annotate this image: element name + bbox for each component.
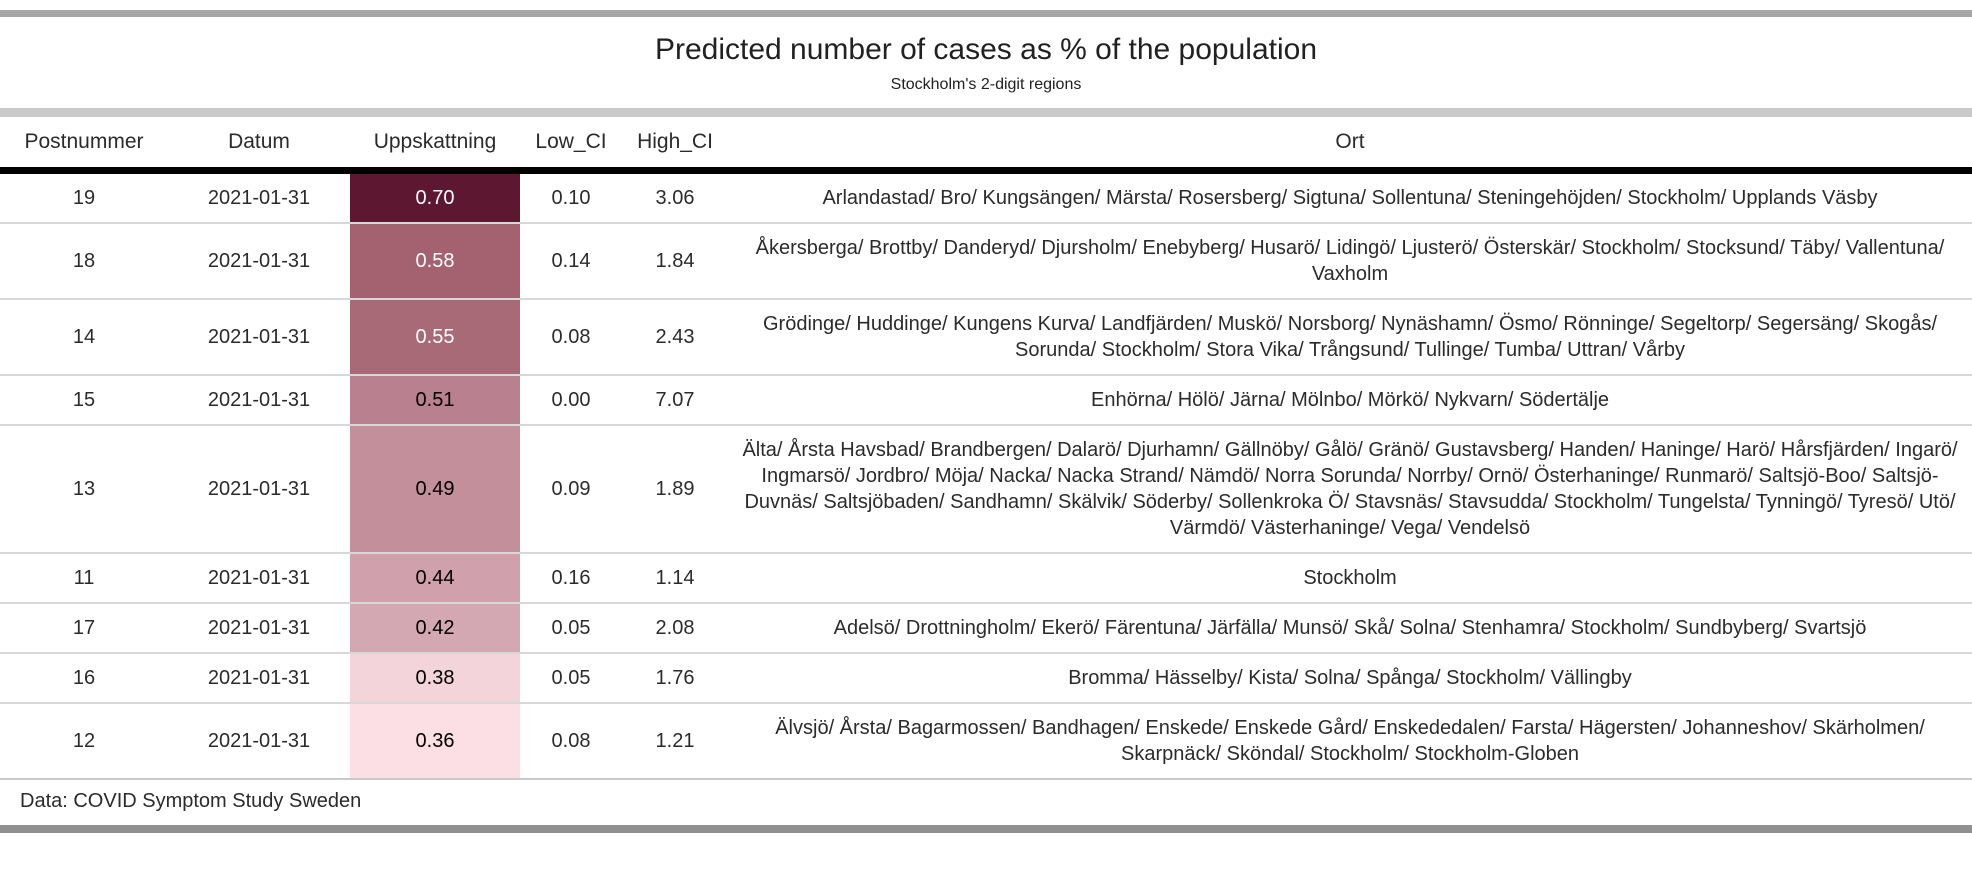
cell-postnummer: 13 [0, 425, 168, 554]
cell-high-ci: 1.14 [622, 553, 728, 604]
col-header-datum: Datum [168, 117, 350, 174]
cell-high-ci: 1.84 [622, 223, 728, 300]
cell-high-ci: 3.06 [622, 170, 728, 224]
cell-datum: 2021-01-31 [168, 425, 350, 554]
table-row: 18 2021-01-31 0.58 0.14 1.84 Åkersberga/… [0, 223, 1972, 300]
table-row: 17 2021-01-31 0.42 0.05 2.08 Adelsö/ Dro… [0, 603, 1972, 654]
cell-postnummer: 19 [0, 170, 168, 224]
table-row: 13 2021-01-31 0.49 0.09 1.89 Älta/ Årsta… [0, 425, 1972, 554]
table-row: 19 2021-01-31 0.70 0.10 3.06 Arlandastad… [0, 170, 1972, 224]
cell-high-ci: 2.08 [622, 603, 728, 654]
cell-datum: 2021-01-31 [168, 703, 350, 780]
report-header: Predicted number of cases as % of the po… [0, 17, 1972, 108]
report-page: Predicted number of cases as % of the po… [0, 10, 1972, 833]
bottom-rule [0, 825, 1972, 833]
cell-uppskattning-heat: 0.70 [350, 170, 520, 224]
cell-postnummer: 12 [0, 703, 168, 780]
cell-high-ci: 2.43 [622, 299, 728, 376]
table-row: 15 2021-01-31 0.51 0.00 7.07 Enhörna/ Hö… [0, 375, 1972, 426]
cell-uppskattning-heat: 0.49 [350, 425, 520, 554]
cell-datum: 2021-01-31 [168, 375, 350, 426]
cell-ort: Älvsjö/ Årsta/ Bagarmossen/ Bandhagen/ E… [728, 703, 1972, 780]
cell-datum: 2021-01-31 [168, 170, 350, 224]
cell-ort: Älta/ Årsta Havsbad/ Brandbergen/ Dalarö… [728, 425, 1972, 554]
cell-ort: Arlandastad/ Bro/ Kungsängen/ Märsta/ Ro… [728, 170, 1972, 224]
table-row: 11 2021-01-31 0.44 0.16 1.14 Stockholm [0, 553, 1972, 604]
cases-table: Postnummer Datum Uppskattning Low_CI Hig… [0, 117, 1972, 780]
cell-low-ci: 0.08 [520, 703, 622, 780]
col-header-high-ci: High_CI [622, 117, 728, 174]
cell-low-ci: 0.05 [520, 653, 622, 704]
col-header-uppskattning: Uppskattning [350, 117, 520, 174]
cell-datum: 2021-01-31 [168, 603, 350, 654]
cell-low-ci: 0.09 [520, 425, 622, 554]
header-rule [0, 108, 1972, 117]
cell-postnummer: 11 [0, 553, 168, 604]
col-header-postnummer: Postnummer [0, 117, 168, 174]
cell-high-ci: 7.07 [622, 375, 728, 426]
cell-postnummer: 18 [0, 223, 168, 300]
col-header-ort: Ort [728, 117, 1972, 174]
cell-ort: Stockholm [728, 553, 1972, 604]
cell-ort: Bromma/ Hässelby/ Kista/ Solna/ Spånga/ … [728, 653, 1972, 704]
source-note: Data: COVID Symptom Study Sweden [20, 790, 362, 812]
cell-datum: 2021-01-31 [168, 223, 350, 300]
cell-low-ci: 0.08 [520, 299, 622, 376]
top-rule [0, 10, 1972, 17]
page-subtitle: Stockholm's 2-digit regions [890, 76, 1082, 93]
cell-postnummer: 14 [0, 299, 168, 376]
table-row: 16 2021-01-31 0.38 0.05 1.76 Bromma/ Häs… [0, 653, 1972, 704]
cell-ort: Adelsö/ Drottningholm/ Ekerö/ Färentuna/… [728, 603, 1972, 654]
cell-low-ci: 0.00 [520, 375, 622, 426]
cell-uppskattning-heat: 0.55 [350, 299, 520, 376]
cell-ort: Enhörna/ Hölö/ Järna/ Mölnbo/ Mörkö/ Nyk… [728, 375, 1972, 426]
cell-low-ci: 0.16 [520, 553, 622, 604]
cell-uppskattning-heat: 0.44 [350, 553, 520, 604]
report-footer: Data: COVID Symptom Study Sweden [0, 780, 1972, 825]
cell-datum: 2021-01-31 [168, 299, 350, 376]
cell-high-ci: 1.89 [622, 425, 728, 554]
cell-ort: Åkersberga/ Brottby/ Danderyd/ Djursholm… [728, 223, 1972, 300]
cell-uppskattning-heat: 0.38 [350, 653, 520, 704]
cell-postnummer: 17 [0, 603, 168, 654]
cell-uppskattning-heat: 0.42 [350, 603, 520, 654]
cell-low-ci: 0.10 [520, 170, 622, 224]
table-row: 12 2021-01-31 0.36 0.08 1.21 Älvsjö/ Års… [0, 703, 1972, 780]
col-header-low-ci: Low_CI [520, 117, 622, 174]
cell-postnummer: 16 [0, 653, 168, 704]
cell-ort: Grödinge/ Huddinge/ Kungens Kurva/ Landf… [728, 299, 1972, 376]
table-row: 14 2021-01-31 0.55 0.08 2.43 Grödinge/ H… [0, 299, 1972, 376]
cell-high-ci: 1.76 [622, 653, 728, 704]
cell-low-ci: 0.14 [520, 223, 622, 300]
page-title: Predicted number of cases as % of the po… [654, 33, 1318, 66]
cell-datum: 2021-01-31 [168, 553, 350, 604]
cell-postnummer: 15 [0, 375, 168, 426]
cell-uppskattning-heat: 0.36 [350, 703, 520, 780]
cell-datum: 2021-01-31 [168, 653, 350, 704]
cell-high-ci: 1.21 [622, 703, 728, 780]
cell-uppskattning-heat: 0.58 [350, 223, 520, 300]
table-header-row: Postnummer Datum Uppskattning Low_CI Hig… [0, 117, 1972, 174]
cell-low-ci: 0.05 [520, 603, 622, 654]
cell-uppskattning-heat: 0.51 [350, 375, 520, 426]
